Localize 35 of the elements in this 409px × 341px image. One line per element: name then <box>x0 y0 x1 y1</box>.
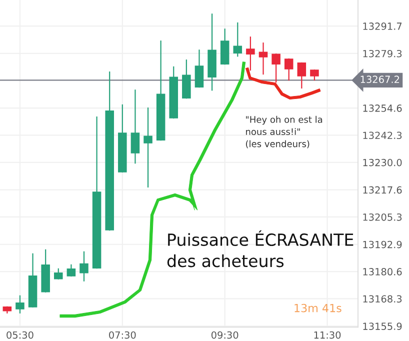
y-tick-label: 13291.7 <box>363 22 402 30</box>
candlestick <box>54 268 63 280</box>
candlestick <box>233 22 242 57</box>
y-tick-label: 13205.3 <box>363 213 402 221</box>
ref-line-label: 13267.2 <box>360 76 400 84</box>
candlestick <box>66 264 76 277</box>
y-tick-label: 13192.9 <box>363 240 402 248</box>
y-tick-label: 13230.0 <box>363 158 402 166</box>
y-tick-label: 13217.6 <box>363 186 402 194</box>
y-tick-label: 13168.3 <box>363 295 402 303</box>
candlestick <box>310 69 319 81</box>
candlestick <box>258 42 268 75</box>
candlestick <box>80 251 88 282</box>
candlestick <box>16 295 24 314</box>
candlestick <box>246 36 255 71</box>
x-tick-label: 05:30 <box>6 331 34 339</box>
x-tick-label: 07:30 <box>109 331 136 339</box>
y-tick-label: 13254.6 <box>363 104 402 112</box>
annotation: Puissance ÉCRASANTE des acheteurs <box>167 230 354 268</box>
candlestick <box>284 58 294 81</box>
y-tick-label: 13155.9 <box>363 322 402 330</box>
x-tick-label: 09:30 <box>211 331 238 339</box>
annotation: 13m 41s <box>294 304 342 312</box>
y-tick-label: 13279.3 <box>363 50 402 58</box>
candlestick <box>272 54 280 83</box>
y-tick-label: 13242.3 <box>363 132 402 140</box>
candlestick <box>182 60 191 99</box>
candlestick <box>144 107 152 188</box>
y-tick-label: 13180.6 <box>363 268 402 276</box>
candlestick <box>297 62 306 88</box>
x-tick-label: 11:30 <box>314 331 341 339</box>
candlestick <box>194 50 204 88</box>
candlestick <box>130 90 140 164</box>
candlestick <box>220 28 230 65</box>
annotation: "Hey oh on est la nous auss!i" (les vendeurs) <box>246 116 322 148</box>
